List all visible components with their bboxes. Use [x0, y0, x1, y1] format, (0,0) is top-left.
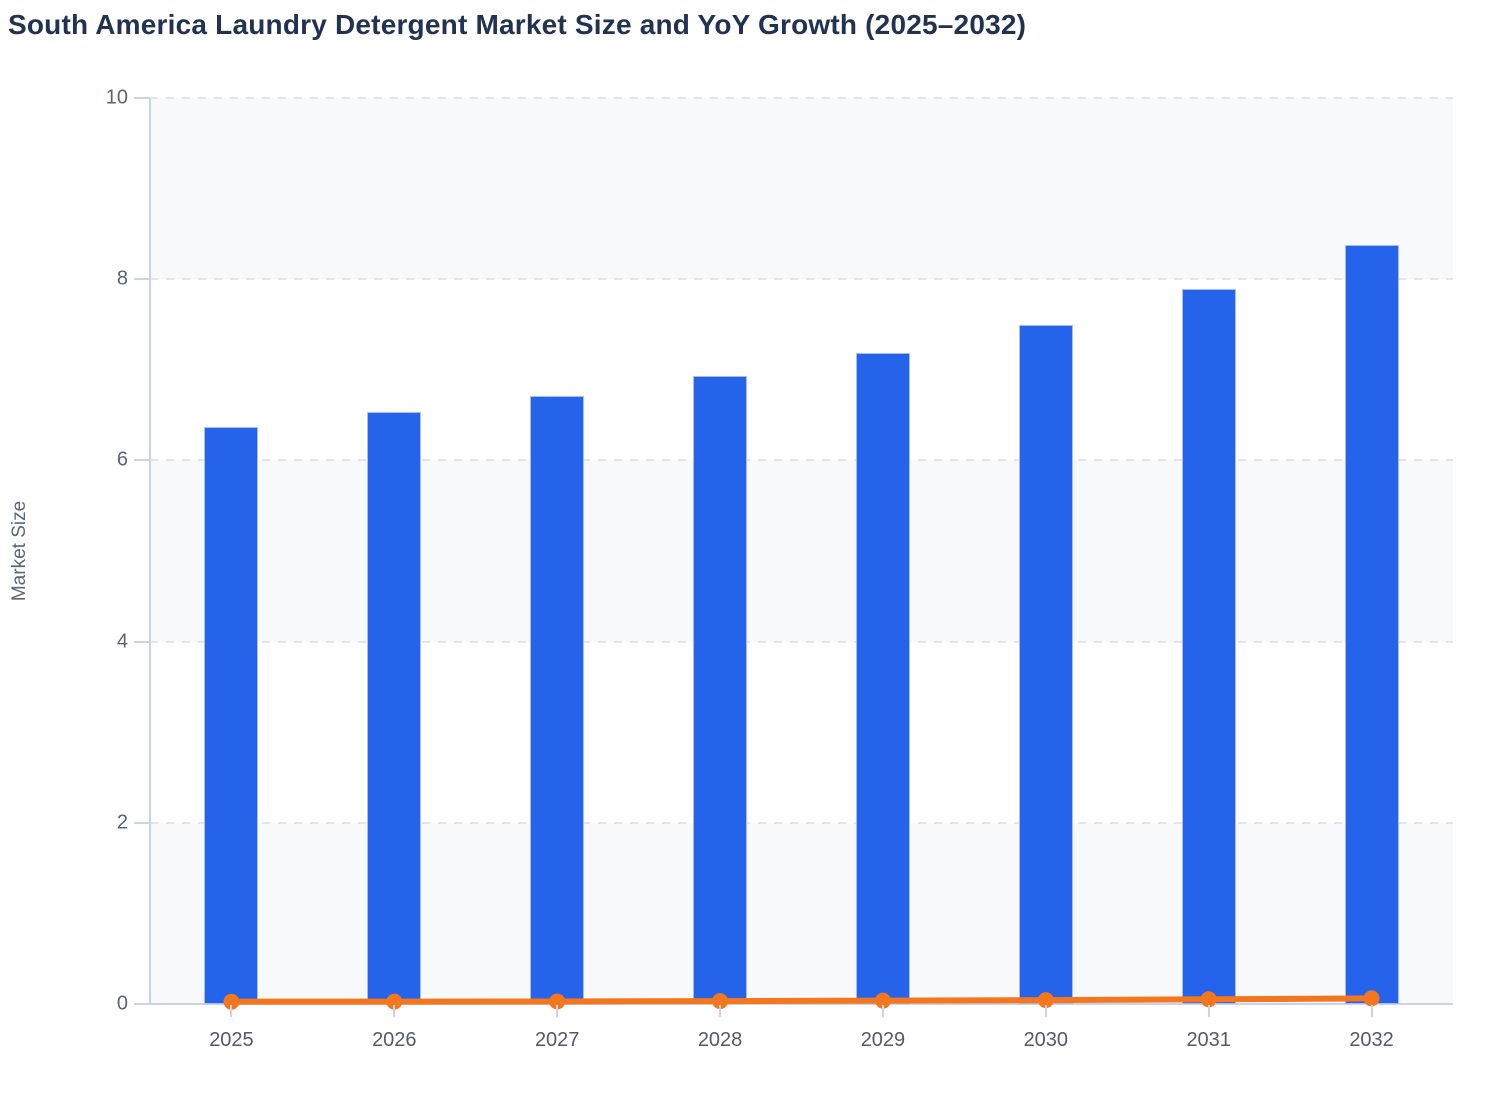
bar-2031	[1181, 289, 1236, 1004]
chart-title: South America Laundry Detergent Market S…	[8, 9, 1027, 40]
y-tick-mark	[134, 640, 150, 643]
gridline-y6	[150, 459, 1453, 462]
y-tick-label: 4	[116, 630, 128, 653]
yoy-growth-marker-2030	[1037, 992, 1054, 1009]
yoy-growth-marker-2029	[874, 992, 891, 1009]
x-tick-label-2025: 2025	[209, 1029, 254, 1051]
y-tick-mark	[134, 459, 150, 462]
plot-band	[150, 460, 1453, 642]
gridline-y8	[150, 278, 1453, 281]
x-tick-label-2029: 2029	[860, 1029, 906, 1051]
x-tick-mark	[1370, 1005, 1373, 1017]
x-tick-mark	[393, 1005, 396, 1017]
x-tick-label-2030: 2030	[1023, 1029, 1069, 1051]
x-axis-line	[150, 1003, 1453, 1005]
x-tick-mark	[230, 1005, 233, 1017]
x-tick-label-2026: 2026	[372, 1029, 417, 1051]
bar-2029	[855, 353, 910, 1004]
y-tick-label: 10	[105, 86, 128, 109]
plot-area	[149, 97, 1453, 1010]
gridline-y4	[150, 640, 1453, 643]
yoy-growth-marker-2026	[386, 993, 403, 1010]
yoy-growth-marker-2031	[1200, 991, 1217, 1008]
y-tick-label: 8	[116, 267, 128, 290]
bar-2028	[693, 376, 748, 1004]
y-tick-mark	[134, 97, 150, 99]
yoy-growth-line	[228, 995, 1375, 1005]
bar-2027	[530, 396, 585, 1004]
bar-2032	[1344, 244, 1399, 1004]
y-tick-label: 0	[116, 992, 128, 1015]
y-axis-tick-labels: 0 2 4 6 8 10	[0, 87, 128, 1015]
plot-band	[150, 98, 1453, 280]
x-tick-label-2032: 2032	[1349, 1029, 1394, 1051]
yoy-growth-line-layer	[223, 990, 1380, 1010]
y-tick-mark	[134, 278, 150, 281]
yoy-growth-marker-2027	[549, 993, 566, 1010]
yoy-growth-marker-2032	[1363, 990, 1380, 1007]
bar-2030	[1018, 325, 1073, 1004]
x-tick-label-2027: 2027	[534, 1029, 580, 1051]
plot-band	[150, 822, 1453, 1004]
x-tick-mark	[1044, 1005, 1047, 1017]
x-tick-mark	[881, 1005, 884, 1017]
gridline-y10	[150, 97, 1453, 99]
gridline-y2	[150, 821, 1453, 824]
x-tick-label-2028: 2028	[697, 1029, 743, 1051]
y-tick-mark	[134, 821, 150, 824]
x-tick-mark	[1207, 1005, 1210, 1017]
y-tick-mark	[134, 1003, 150, 1005]
x-tick-mark	[719, 1005, 722, 1017]
y-axis-line	[149, 98, 151, 1004]
bar-2026	[367, 412, 422, 1004]
yoy-growth-marker-2025	[223, 993, 240, 1010]
y-tick-label: 2	[116, 811, 128, 834]
x-tick-mark	[556, 1005, 559, 1017]
y-tick-label: 6	[116, 448, 128, 471]
x-tick-label-2031: 2031	[1186, 1029, 1231, 1051]
yoy-growth-marker-2028	[712, 993, 729, 1010]
bar-2025	[204, 426, 259, 1004]
